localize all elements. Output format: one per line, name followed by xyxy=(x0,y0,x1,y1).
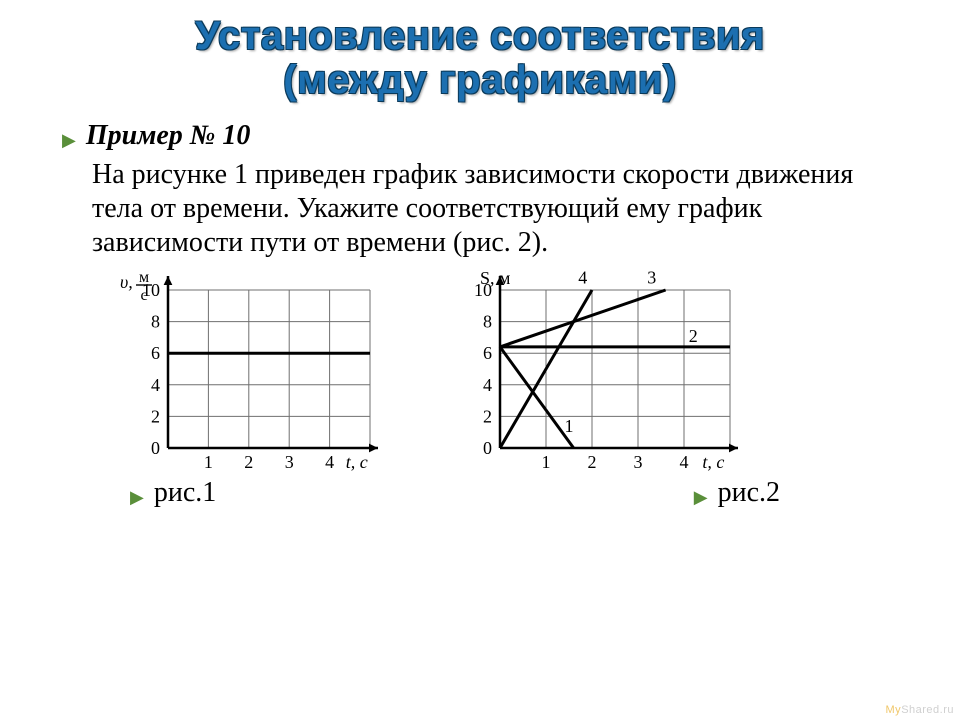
chart-2: 02468101234S, мt, c1234 xyxy=(450,266,750,476)
svg-text:3: 3 xyxy=(647,268,656,288)
title-line-1: Установление соответствия xyxy=(195,14,765,58)
svg-text:1: 1 xyxy=(542,452,551,472)
svg-text:S, м: S, м xyxy=(480,268,510,288)
bullet-icon: ▶ xyxy=(694,488,708,506)
example-label: Пример № 10 xyxy=(86,120,251,152)
caption-2-row: ▶ рис.2 xyxy=(694,477,780,509)
svg-text:1: 1 xyxy=(204,452,213,472)
svg-text:м: м xyxy=(139,269,149,286)
svg-text:2: 2 xyxy=(483,407,492,427)
title-line-2: (между графиками) xyxy=(283,58,676,102)
svg-text:0: 0 xyxy=(151,438,160,458)
caption-2: рис.2 xyxy=(718,477,780,509)
svg-text:t, c: t, c xyxy=(346,452,368,472)
svg-text:4: 4 xyxy=(680,452,689,472)
bullet-icon: ▶ xyxy=(130,488,144,506)
svg-text:2: 2 xyxy=(151,407,160,427)
chart-1: 02468101234υ,мct, c xyxy=(110,266,390,476)
svg-text:t, c: t, c xyxy=(702,452,724,472)
svg-text:6: 6 xyxy=(151,344,160,364)
bullet-icon: ▶ xyxy=(62,131,76,149)
problem-text: На рисунке 1 приведен график зависимости… xyxy=(92,158,890,260)
example-heading-row: ▶ Пример № 10 xyxy=(62,120,890,152)
caption-1: рис.1 xyxy=(154,477,216,509)
svg-text:3: 3 xyxy=(634,452,643,472)
svg-text:0: 0 xyxy=(483,438,492,458)
figures-row: 02468101234υ,мct, c 02468101234S, мt, c1… xyxy=(110,266,890,481)
watermark-right: Shared.ru xyxy=(901,704,954,716)
svg-text:2: 2 xyxy=(689,327,698,347)
svg-text:6: 6 xyxy=(483,344,492,364)
svg-text:2: 2 xyxy=(588,452,597,472)
svg-text:8: 8 xyxy=(483,312,492,332)
svg-text:1: 1 xyxy=(565,417,574,437)
svg-text:c: c xyxy=(140,287,147,304)
slide-body: ▶ Пример № 10 На рисунке 1 приведен граф… xyxy=(40,120,920,509)
svg-text:3: 3 xyxy=(285,452,294,472)
watermark-left: My xyxy=(886,704,902,716)
svg-text:4: 4 xyxy=(483,375,492,395)
svg-text:υ,: υ, xyxy=(120,272,133,292)
svg-text:4: 4 xyxy=(151,375,160,395)
figure-2: 02468101234S, мt, c1234 xyxy=(450,266,750,481)
caption-1-row: ▶ рис.1 xyxy=(130,477,216,509)
slide-title: Установление соответствия (между графика… xyxy=(40,14,920,102)
svg-text:2: 2 xyxy=(244,452,253,472)
slide: Установление соответствия (между графика… xyxy=(0,0,960,720)
svg-text:4: 4 xyxy=(578,268,587,288)
figure-1: 02468101234υ,мct, c xyxy=(110,266,390,481)
watermark: MyShared.ru xyxy=(886,704,954,716)
svg-text:8: 8 xyxy=(151,312,160,332)
svg-text:4: 4 xyxy=(325,452,334,472)
captions-row: ▶ рис.1 ▶ рис.2 xyxy=(70,477,890,509)
